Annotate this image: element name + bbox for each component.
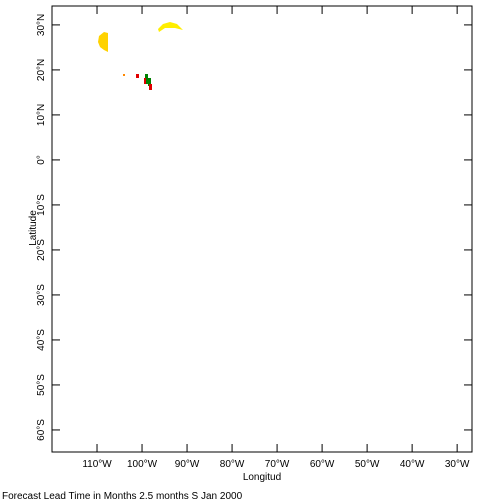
yellow-region: [98, 32, 108, 52]
red-cell: [149, 84, 152, 90]
y-axis-label: Latitude: [28, 210, 39, 246]
x-tick-label: 40°W: [400, 459, 425, 470]
x-tick-label: 80°W: [220, 459, 245, 470]
y-tick-label: 60°S: [36, 419, 47, 441]
green-cell: [145, 74, 148, 84]
x-tick-label: 110°W: [82, 459, 112, 470]
y-tick-label: 10°N: [36, 104, 47, 126]
footer: Forecast Lead Time in Months 2.5 months …: [2, 491, 243, 502]
x-tick-label: 70°W: [265, 459, 290, 470]
y-tick-label: 0°: [36, 155, 47, 165]
y-tick-label: 30°S: [36, 284, 47, 306]
x-axis-label: Longitud: [243, 472, 281, 483]
x-tick-label: 60°W: [310, 459, 335, 470]
forecast-cells: [98, 22, 183, 90]
y-tick-label: 20°S: [36, 239, 47, 261]
y-tick-label: 50°S: [36, 374, 47, 396]
green-cell: [148, 78, 151, 86]
x-tick-label: 30°W: [445, 459, 470, 470]
x-tick-label: 90°W: [175, 459, 200, 470]
plot-frame: [51, 5, 473, 453]
y-tick-label: 40°S: [36, 329, 47, 351]
y-tick-label: 10°S: [36, 194, 47, 216]
orange-cell: [123, 74, 125, 76]
yellow-region: [158, 22, 183, 32]
y-tick-label: 20°N: [36, 59, 47, 81]
red-cell: [136, 74, 139, 78]
y-tick-label: 30°N: [36, 14, 47, 36]
x-tick-label: 50°W: [355, 459, 380, 470]
x-tick-label: 100°W: [127, 459, 158, 470]
red-cell: [144, 78, 146, 84]
